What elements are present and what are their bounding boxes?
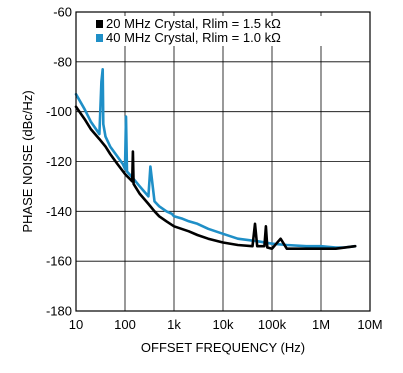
x-tick-label: 1k	[167, 317, 181, 332]
legend-label-40mhz: 40 MHz Crystal, Rlim = 1.0 kΩ	[106, 30, 281, 45]
series-line-40mhz	[74, 68, 357, 249]
y-axis-label: PHASE NOISE (dBc/Hz)	[20, 90, 35, 232]
y-tick-labels: -60 -80 -100 -120 -140 -160 -180	[46, 5, 72, 319]
legend-background	[94, 16, 342, 46]
series-line-20mhz	[74, 105, 357, 250]
y-tick-label: -100	[46, 104, 72, 119]
x-tick-label: 100k	[258, 317, 287, 332]
y-tick-label: -80	[53, 54, 72, 69]
x-axis-label: OFFSET FREQUENCY (Hz)	[141, 340, 305, 355]
x-tick-labels: 10 100 1k 10k 100k 1M 10M	[69, 317, 383, 332]
y-tick-label: -120	[46, 154, 72, 169]
series-layer	[74, 68, 357, 250]
x-tick-label: 10k	[213, 317, 234, 332]
y-tick-label: -180	[46, 304, 72, 319]
legend-swatch-20mhz	[96, 20, 103, 28]
plot-frame	[75, 11, 371, 312]
legend-label-20mhz: 20 MHz Crystal, Rlim = 1.5 kΩ	[106, 16, 281, 31]
y-tick-label: -60	[53, 5, 72, 20]
x-tick-label: 10	[69, 317, 83, 332]
legend-swatch-40mhz	[96, 34, 103, 42]
x-tick-label: 100	[114, 317, 136, 332]
y-tick-label: -160	[46, 254, 72, 269]
y-tick-label: -140	[46, 204, 72, 219]
x-tick-label: 1M	[312, 317, 330, 332]
legend: 20 MHz Crystal, Rlim = 1.5 kΩ 40 MHz Cry…	[94, 16, 342, 46]
x-tick-label: 10M	[357, 317, 382, 332]
